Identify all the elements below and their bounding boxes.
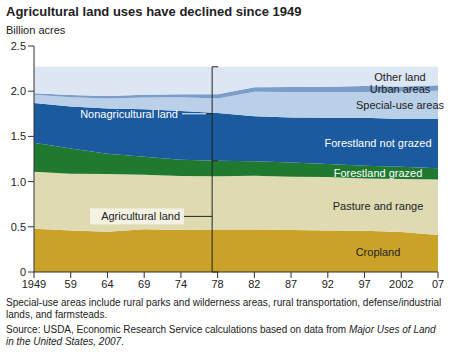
svg-text:0: 0 xyxy=(20,266,26,278)
svg-text:1949: 1949 xyxy=(22,278,46,290)
svg-text:Forestland grazed: Forestland grazed xyxy=(334,167,423,179)
svg-text:Nonagricultural land: Nonagricultural land xyxy=(80,108,178,120)
html-text:Billion acres: Billion acres xyxy=(6,24,66,36)
svg-text:1.5: 1.5 xyxy=(11,130,26,142)
svg-text:78: 78 xyxy=(212,278,224,290)
svg-text:2.5: 2.5 xyxy=(11,40,26,52)
svg-text:Urban areas: Urban areas xyxy=(370,83,431,95)
html-text:Source: USDA, Economic Researc: Source: USDA, Economic Research Service … xyxy=(6,324,436,347)
svg-text:Special-use areas: Special-use areas xyxy=(356,99,442,111)
svg-text:2.0: 2.0 xyxy=(11,85,26,97)
svg-text:74: 74 xyxy=(175,278,187,290)
svg-text:82: 82 xyxy=(248,278,260,290)
svg-text:07: 07 xyxy=(432,278,442,290)
svg-text:92: 92 xyxy=(322,278,334,290)
svg-text:59: 59 xyxy=(65,278,77,290)
svg-text:2002: 2002 xyxy=(389,278,413,290)
svg-text:87: 87 xyxy=(285,278,297,290)
svg-text:0.5: 0.5 xyxy=(11,221,26,233)
svg-text:Other land: Other land xyxy=(374,71,425,83)
svg-text:69: 69 xyxy=(138,278,150,290)
svg-text:64: 64 xyxy=(101,278,113,290)
svg-text:Agricultural land: Agricultural land xyxy=(101,210,180,222)
svg-text:1.0: 1.0 xyxy=(11,176,26,188)
svg-text:Cropland: Cropland xyxy=(356,246,401,258)
svg-text:Pasture and range: Pasture and range xyxy=(333,200,424,212)
html-text:Special-use areas include rura: Special-use areas include rural parks an… xyxy=(6,297,442,320)
svg-text:97: 97 xyxy=(358,278,370,290)
html-text:Agricultural land uses have de: Agricultural land uses have declined sin… xyxy=(6,4,302,19)
svg-text:Forestland not grazed: Forestland not grazed xyxy=(324,137,431,149)
